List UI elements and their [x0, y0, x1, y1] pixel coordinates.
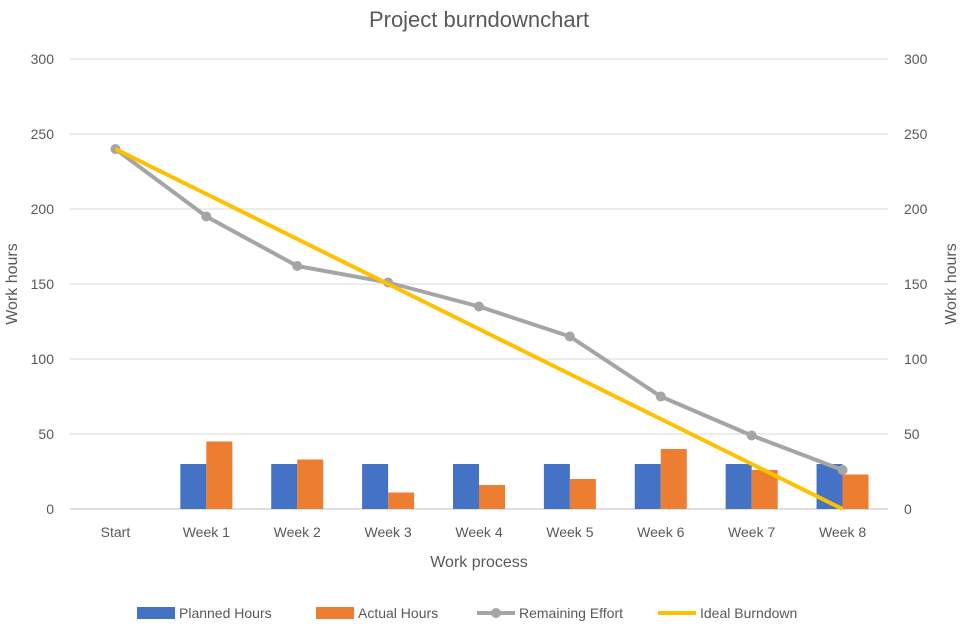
- planned-hours-bar: [634, 464, 661, 509]
- y-tick-label-right: 0: [904, 501, 912, 517]
- x-tick-label: Week 8: [819, 524, 866, 540]
- line-series: [110, 144, 848, 511]
- remaining-effort-point: [201, 211, 212, 222]
- y-tick-label-right: 50: [904, 426, 920, 442]
- y-tick-label-left: 0: [46, 501, 54, 517]
- x-tick-label: Week 4: [455, 524, 502, 540]
- planned-hours-bar: [271, 464, 298, 509]
- y-tick-label-right: 150: [904, 276, 928, 292]
- legend: Planned Hours Actual Hours Remaining Effor…: [137, 605, 797, 621]
- planned-hours-legend-swatch: [137, 607, 175, 619]
- planned-hours-bar: [453, 464, 479, 509]
- actual-hours-bar: [842, 474, 869, 509]
- x-tick-label: Week 2: [274, 524, 321, 540]
- planned-hours-legend-label: Planned Hours: [179, 605, 272, 621]
- x-tick-label: Week 7: [728, 524, 775, 540]
- bar-series: [180, 441, 869, 509]
- x-tick-label: Week 3: [365, 524, 412, 540]
- y-tick-label-left: 150: [31, 276, 55, 292]
- ideal-burndown-line: [114, 147, 844, 511]
- actual-hours-bar: [569, 479, 596, 509]
- x-axis: Start Week 1 Week 2 Week 3 Week 4 Week 5 Week …: [101, 524, 867, 540]
- y-axis-left-title: Work hours: [4, 243, 21, 325]
- actual-hours-bar: [297, 459, 324, 509]
- x-tick-label: Start: [101, 524, 131, 540]
- y-axis-right: 0 50 100 150 200 250 300: [904, 51, 928, 517]
- remaining-effort-point: [655, 391, 666, 402]
- gridlines: [70, 58, 888, 510]
- remaining-effort-point: [474, 301, 484, 312]
- y-tick-label-left: 250: [31, 126, 55, 142]
- actual-hours-legend-swatch: [316, 607, 354, 619]
- planned-hours-bar: [180, 464, 207, 509]
- remaining-effort-point: [564, 331, 575, 342]
- y-tick-label-right: 100: [904, 351, 928, 367]
- planned-hours-bar: [543, 464, 570, 509]
- actual-hours-bar: [479, 485, 505, 509]
- y-tick-label-right: 300: [904, 51, 928, 67]
- remaining-effort-legend-marker: [491, 608, 501, 618]
- actual-hours-bar: [660, 449, 687, 509]
- remaining-effort-point: [837, 465, 848, 475]
- y-tick-label-left: 50: [38, 426, 54, 442]
- ideal-burndown-legend-label: Ideal Burndown: [700, 605, 797, 621]
- x-tick-label: Week 6: [637, 524, 684, 540]
- y-tick-label-right: 250: [904, 126, 928, 142]
- x-tick-label: Week 5: [546, 524, 593, 540]
- planned-hours-bar: [362, 464, 389, 509]
- y-tick-label-left: 300: [31, 51, 55, 67]
- planned-hours-bar: [725, 464, 752, 509]
- remaining-effort-point: [292, 261, 303, 271]
- actual-hours-bar: [388, 492, 415, 509]
- chart-title: Project burndownchart: [369, 7, 589, 32]
- y-axis-left: 0 50 100 150 200 250 300: [31, 51, 55, 517]
- actual-hours-bar: [206, 441, 233, 509]
- x-axis-title: Work process: [430, 554, 528, 571]
- remaining-effort-legend-label: Remaining Effort: [519, 605, 623, 621]
- y-tick-label-left: 100: [31, 351, 55, 367]
- y-tick-label-left: 200: [31, 201, 55, 217]
- remaining-effort-point: [746, 430, 757, 441]
- y-axis-right-title: Work hours: [943, 243, 960, 325]
- x-tick-label: Week 1: [183, 524, 230, 540]
- y-tick-label-right: 200: [904, 201, 928, 217]
- actual-hours-legend-label: Actual Hours: [358, 605, 438, 621]
